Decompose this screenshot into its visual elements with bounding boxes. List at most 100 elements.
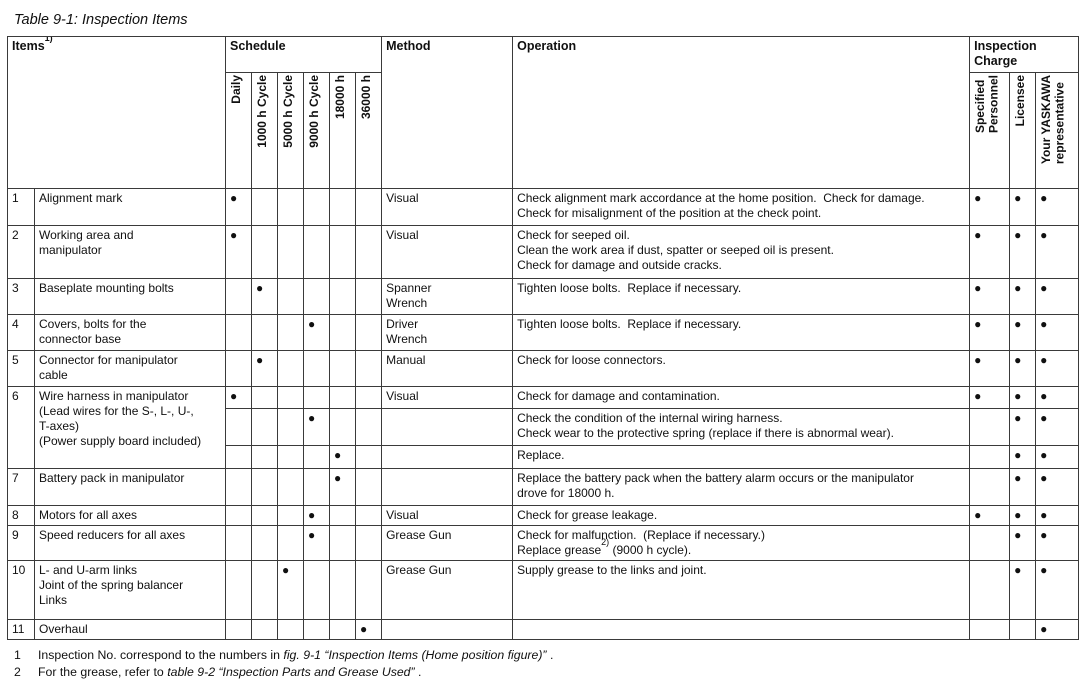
schedule-mark <box>277 350 305 387</box>
schedule-mark <box>277 619 305 640</box>
table-title: Table 9-1: Inspection Items <box>14 12 188 28</box>
operation-cell: Check for seeped oil. Clean the work are… <box>512 225 971 279</box>
operation-cell: Check for damage and contamination. <box>512 386 971 409</box>
schedule-mark <box>251 188 279 226</box>
charge-mark: ● <box>1009 505 1037 526</box>
header-items-label: Items <box>12 39 45 53</box>
item-name: Connector for manipulator cable <box>33 350 227 387</box>
schedule-mark <box>303 278 331 315</box>
header-charge-specified-personnel: Specified Personnel <box>969 72 1011 189</box>
schedule-mark <box>355 445 383 469</box>
method-cell <box>381 408 514 446</box>
table-row: 6 Wire harness in manipulator (Lead wire… <box>7 386 1080 469</box>
charge-mark <box>969 468 1011 506</box>
charge-mark: ● <box>1035 560 1080 620</box>
charge-mark: ● <box>1035 350 1080 387</box>
schedule-mark <box>303 188 331 226</box>
footnote-reference: table 9-2 “Inspection Parts and Grease U… <box>167 665 415 679</box>
schedule-mark <box>355 525 383 561</box>
method-cell: Visual <box>381 505 514 526</box>
footnote-marker: 1 <box>14 648 21 662</box>
header-schedule-daily: Daily <box>225 72 253 189</box>
schedule-mark <box>329 225 357 279</box>
header-schedule-1000h: 1000 h Cycle <box>251 72 279 189</box>
charge-mark <box>969 525 1011 561</box>
charge-mark: ● <box>1035 278 1080 315</box>
charge-mark: ● <box>1009 314 1037 351</box>
charge-mark: ● <box>1009 408 1037 446</box>
charge-mark: ● <box>969 278 1011 315</box>
schedule-mark <box>277 468 305 506</box>
row-number: 11 <box>7 619 35 640</box>
schedule-mark <box>303 619 331 640</box>
schedule-mark <box>329 505 357 526</box>
schedule-mark <box>277 386 305 409</box>
schedule-mark <box>355 278 383 315</box>
schedule-mark <box>251 468 279 506</box>
operation-cell: Check for loose connectors. <box>512 350 971 387</box>
header-items-footnote-ref: 1) <box>44 36 53 43</box>
schedule-mark <box>355 350 383 387</box>
operation-cell: Check alignment mark accordance at the h… <box>512 188 971 226</box>
schedule-mark <box>225 468 253 506</box>
operation-cell: Replace the battery pack when the batter… <box>512 468 971 506</box>
schedule-mark: ● <box>303 408 331 446</box>
schedule-mark <box>329 314 357 351</box>
row-number: 8 <box>7 505 35 526</box>
schedule-mark <box>329 386 357 409</box>
charge-mark: ● <box>1035 225 1080 279</box>
schedule-mark: ● <box>303 505 331 526</box>
schedule-mark <box>329 619 357 640</box>
footnotes: 1 Inspection No. correspond to the number… <box>14 647 1087 681</box>
header-schedule-9000h: 9000 h Cycle <box>303 72 331 189</box>
schedule-mark: ● <box>303 525 331 561</box>
schedule-mark <box>225 525 253 561</box>
method-cell: Driver Wrench <box>381 314 514 351</box>
charge-mark: ● <box>1035 525 1080 561</box>
schedule-mark <box>225 350 253 387</box>
table-subrow: ● Check the condition of the internal wi… <box>8 408 1080 446</box>
schedule-mark <box>251 619 279 640</box>
row-number: 4 <box>7 314 35 351</box>
rotated-label: 36000 h <box>359 75 374 120</box>
footnote-1: 1 Inspection No. correspond to the number… <box>14 647 1087 664</box>
charge-mark: ● <box>1035 505 1080 526</box>
schedule-mark: ● <box>329 445 357 469</box>
charge-mark: ● <box>1009 445 1037 469</box>
footnote-ref: 2) <box>601 537 610 547</box>
table-row: 4 Covers, bolts for the connector base ●… <box>7 314 1080 351</box>
footnote-text-suffix: . <box>414 665 422 679</box>
footnote-text: For the grease, refer to table 9-2 “Insp… <box>38 664 421 681</box>
charge-mark: ● <box>1009 560 1037 620</box>
schedule-mark <box>355 560 383 620</box>
schedule-mark <box>329 560 357 620</box>
table-row: 11 Overhaul ● ● <box>7 619 1080 640</box>
schedule-mark <box>225 314 253 351</box>
rotated-label: 18000 h <box>333 75 348 120</box>
item-name: L- and U-arm links Joint of the spring b… <box>33 560 227 620</box>
schedule-mark <box>329 188 357 226</box>
header-schedule-36000h: 36000 h <box>355 72 383 189</box>
schedule-mark <box>277 505 305 526</box>
schedule-mark <box>329 525 357 561</box>
schedule-mark <box>225 619 253 640</box>
charge-mark: ● <box>969 505 1011 526</box>
method-cell: Manual <box>381 350 514 387</box>
charge-mark: ● <box>1035 408 1080 446</box>
method-cell: Spanner Wrench <box>381 278 514 315</box>
item-name: Wire harness in manipulator (Lead wires … <box>33 386 227 469</box>
schedule-mark: ● <box>329 468 357 506</box>
schedule-mark <box>277 225 305 279</box>
charge-mark: ● <box>1009 350 1037 387</box>
table-row: 5 Connector for manipulator cable ● Manu… <box>7 350 1080 387</box>
schedule-mark <box>277 188 305 226</box>
rotated-label: Your YASKAWA representative <box>1039 75 1067 165</box>
footnote-reference: fig. 9-1 “Inspection Items (Home positio… <box>283 648 547 662</box>
schedule-mark <box>303 445 331 469</box>
schedule-mark <box>225 505 253 526</box>
operation-cell: Check the condition of the internal wiri… <box>512 408 971 446</box>
charge-mark: ● <box>1009 525 1037 561</box>
footnote-text: Inspection No. correspond to the numbers… <box>38 647 553 664</box>
operation-cell: Check for grease leakage. <box>512 505 971 526</box>
charge-mark: ● <box>1009 225 1037 279</box>
